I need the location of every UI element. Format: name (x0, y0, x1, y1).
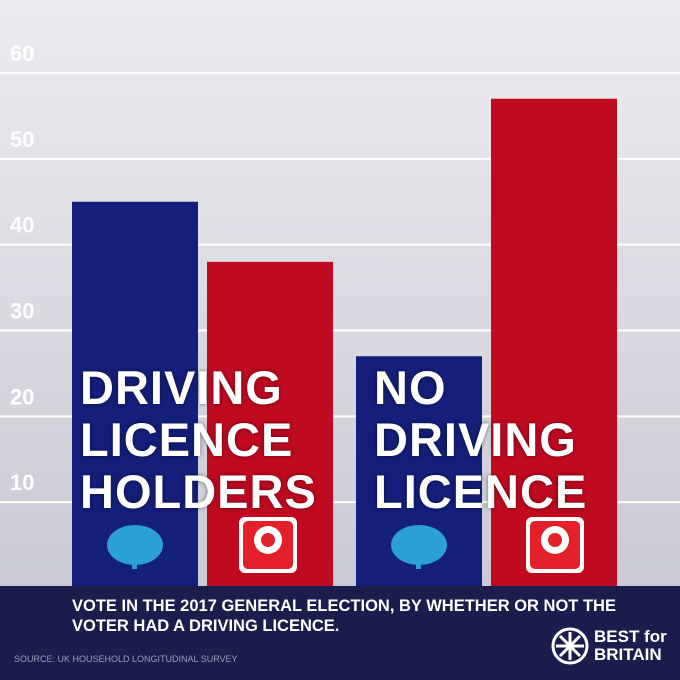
footer-band (0, 586, 680, 680)
brand-line: BEST for (594, 627, 667, 646)
bar (72, 201, 198, 588)
logo-conservative (107, 525, 163, 569)
brand: BEST for BRITAIN (594, 628, 667, 664)
bar (491, 98, 617, 588)
subtitle: VOTE IN THE 2017 GENERAL ELECTION, BY WH… (72, 597, 616, 635)
source: SOURCE: UK HOUSEHOLD LONGITUDINAL SURVEY (14, 654, 238, 664)
logo-labour (239, 517, 297, 573)
y-tick-label: 30 (10, 299, 34, 324)
y-tick-label: 60 (10, 41, 34, 66)
y-tick-label: 20 (10, 384, 34, 409)
y-tick-label: 40 (10, 213, 34, 238)
brand-line: BRITAIN (594, 645, 662, 664)
category-label: DRIVING LICENCE HOLDERS (80, 361, 317, 518)
category-label: NO DRIVING LICENCE (374, 361, 588, 518)
y-tick-label: 50 (10, 127, 34, 152)
logo-labour (526, 517, 584, 573)
y-tick-label: 10 (10, 470, 34, 495)
brand-logo (551, 627, 589, 665)
logo-conservative (391, 525, 447, 569)
